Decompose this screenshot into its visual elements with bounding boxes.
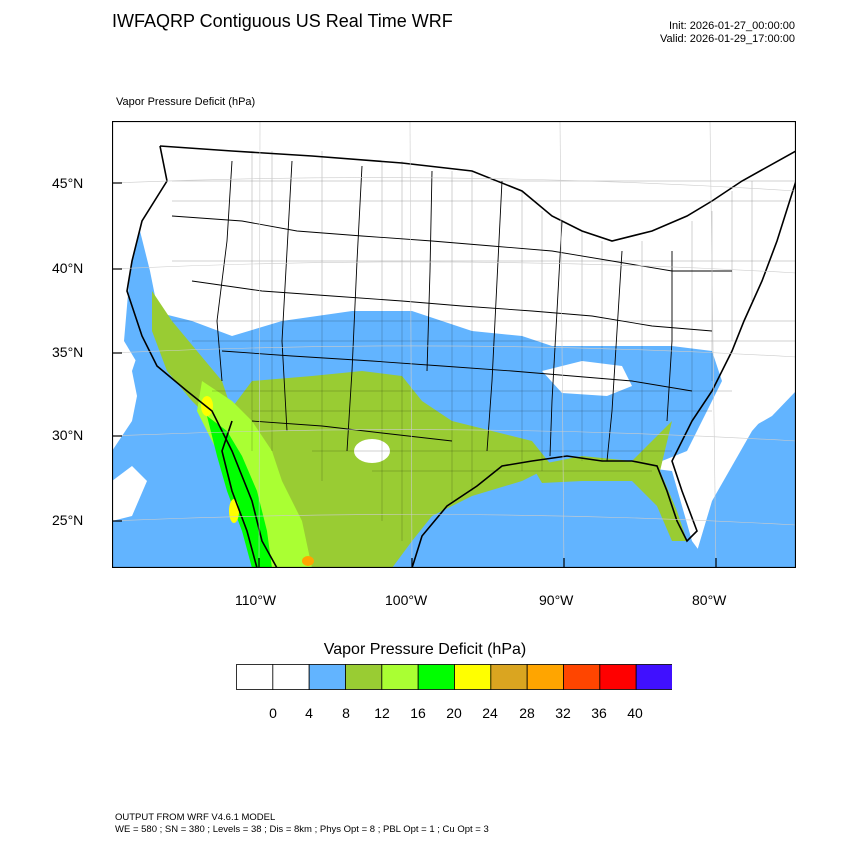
colorbar-label-36: 36 <box>591 705 607 721</box>
vpd-map <box>112 121 796 568</box>
lat-ticks <box>112 182 122 522</box>
variable-label: Vapor Pressure Deficit (hPa) <box>116 96 256 108</box>
lat-label-45: 45°N <box>52 175 84 191</box>
colorbar-swatch <box>272 664 310 690</box>
orange-vpd-spot <box>302 556 314 566</box>
us-canada-border <box>159 145 796 242</box>
colorbar-swatch <box>635 664 672 690</box>
yellow-vpd-spot-2 <box>229 499 239 523</box>
olive-vpd-zone <box>222 371 552 568</box>
county-borders <box>172 151 796 541</box>
colorbar-swatch <box>381 664 419 690</box>
lat-label-40: 40°N <box>52 260 84 276</box>
colorbar-title: Vapor Pressure Deficit (hPa) <box>323 641 527 658</box>
init-valid-times: Init: 2026-01-27_00:00:00 Valid: 2026-01… <box>660 20 795 46</box>
colorbar-label-8: 8 <box>342 705 350 721</box>
colorbar-label-40: 40 <box>627 705 643 721</box>
colorbar-swatch <box>526 664 564 690</box>
colorbar-label-12: 12 <box>374 705 390 721</box>
lon-label-90: 90°W <box>539 592 574 608</box>
lat-label-25: 25°N <box>52 512 84 528</box>
colorbar-swatch <box>599 664 637 690</box>
map-frame <box>112 121 796 568</box>
footer-line-1: OUTPUT FROM WRF V4.6.1 MODEL <box>115 812 276 823</box>
colorbar-label-32: 32 <box>555 705 571 721</box>
lon-label-100: 100°W <box>385 592 428 608</box>
colorbar-swatch <box>454 664 492 690</box>
lat-label-30: 30°N <box>52 427 84 443</box>
valid-time: Valid: 2026-01-29_17:00:00 <box>660 33 795 45</box>
model-footer: OUTPUT FROM WRF V4.6.1 MODEL WE = 580 ; … <box>115 812 489 836</box>
colorbar-swatch <box>345 664 383 690</box>
gulf-ocean-shade <box>402 466 712 568</box>
init-time: Init: 2026-01-27_00:00:00 <box>669 20 795 32</box>
atlantic-white-area <box>712 351 796 441</box>
white-inland-gap <box>542 361 632 396</box>
plot-title: IWFAQRP Contiguous US Real Time WRF <box>112 11 453 31</box>
colorbar-label-16: 16 <box>410 705 426 721</box>
footer-line-2: WE = 580 ; SN = 380 ; Levels = 38 ; Dis … <box>115 824 489 835</box>
colorbar-label-28: 28 <box>519 705 535 721</box>
colorbar-swatch <box>236 664 274 690</box>
lon-label-80: 80°W <box>692 592 727 608</box>
lightgreen-vpd-zone <box>197 381 312 568</box>
colorbar-label-24: 24 <box>482 705 498 721</box>
lon-label-110: 110°W <box>235 592 277 608</box>
colorbar-label-0: 0 <box>269 705 277 721</box>
colorbar-swatch <box>563 664 601 690</box>
graticule <box>112 121 796 568</box>
colorbar-swatch <box>490 664 528 690</box>
lon-ticks <box>258 558 717 568</box>
colorbar-swatch <box>308 664 346 690</box>
colorbar-swatch <box>417 664 455 690</box>
colorbar <box>236 664 672 690</box>
colorbar-label-4: 4 <box>305 705 313 721</box>
lat-label-35: 35°N <box>52 344 84 360</box>
colorbar-label-20: 20 <box>446 705 462 721</box>
state-borders <box>171 160 732 462</box>
pacific-white-area <box>112 466 147 521</box>
